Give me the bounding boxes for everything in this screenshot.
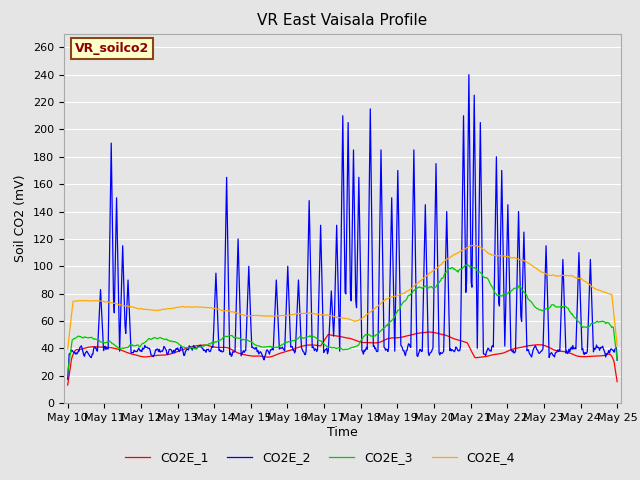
CO2E_3 [426,284,433,290]
CO2E_3 [64,370,72,375]
CO2E_1 [74,347,81,352]
Line: CO2E_2: CO2E_2 [68,75,617,379]
Y-axis label: Soil CO2 (mV): Soil CO2 (mV) [15,175,28,262]
CO2E_4 [215,306,223,312]
CO2E_4 [468,242,476,248]
CO2E_3 [463,262,471,267]
CO2E_1 [215,345,223,350]
CO2E_3 [131,343,138,348]
CO2E_1 [64,382,72,388]
CO2E_2 [465,72,473,78]
CO2E_4 [613,343,621,348]
CO2E_1 [131,352,138,358]
CO2E_4 [426,271,433,276]
CO2E_2 [186,344,194,350]
CO2E_2 [613,358,621,363]
CO2E_4 [186,304,194,310]
Line: CO2E_1: CO2E_1 [68,332,617,385]
CO2E_1 [409,332,417,337]
Line: CO2E_3: CO2E_3 [68,264,617,372]
CO2E_1 [424,329,432,335]
CO2E_1 [426,329,434,335]
CO2E_2 [215,348,223,353]
CO2E_3 [409,288,417,294]
CO2E_1 [186,344,194,350]
CO2E_2 [64,376,72,382]
CO2E_3 [613,357,621,363]
X-axis label: Time: Time [327,426,358,439]
CO2E_4 [131,305,138,311]
Legend: CO2E_1, CO2E_2, CO2E_3, CO2E_4: CO2E_1, CO2E_2, CO2E_3, CO2E_4 [120,446,520,469]
CO2E_3 [215,337,223,343]
Title: VR East Vaisala Profile: VR East Vaisala Profile [257,13,428,28]
Text: VR_soilco2: VR_soilco2 [75,42,149,55]
CO2E_2 [74,350,81,356]
CO2E_2 [131,348,138,353]
CO2E_3 [186,346,194,351]
CO2E_4 [74,298,81,304]
Line: CO2E_4: CO2E_4 [68,245,617,349]
CO2E_3 [74,334,81,339]
CO2E_2 [409,197,417,203]
CO2E_4 [409,284,417,290]
CO2E_1 [613,379,621,384]
CO2E_4 [64,346,72,352]
CO2E_2 [426,353,433,359]
